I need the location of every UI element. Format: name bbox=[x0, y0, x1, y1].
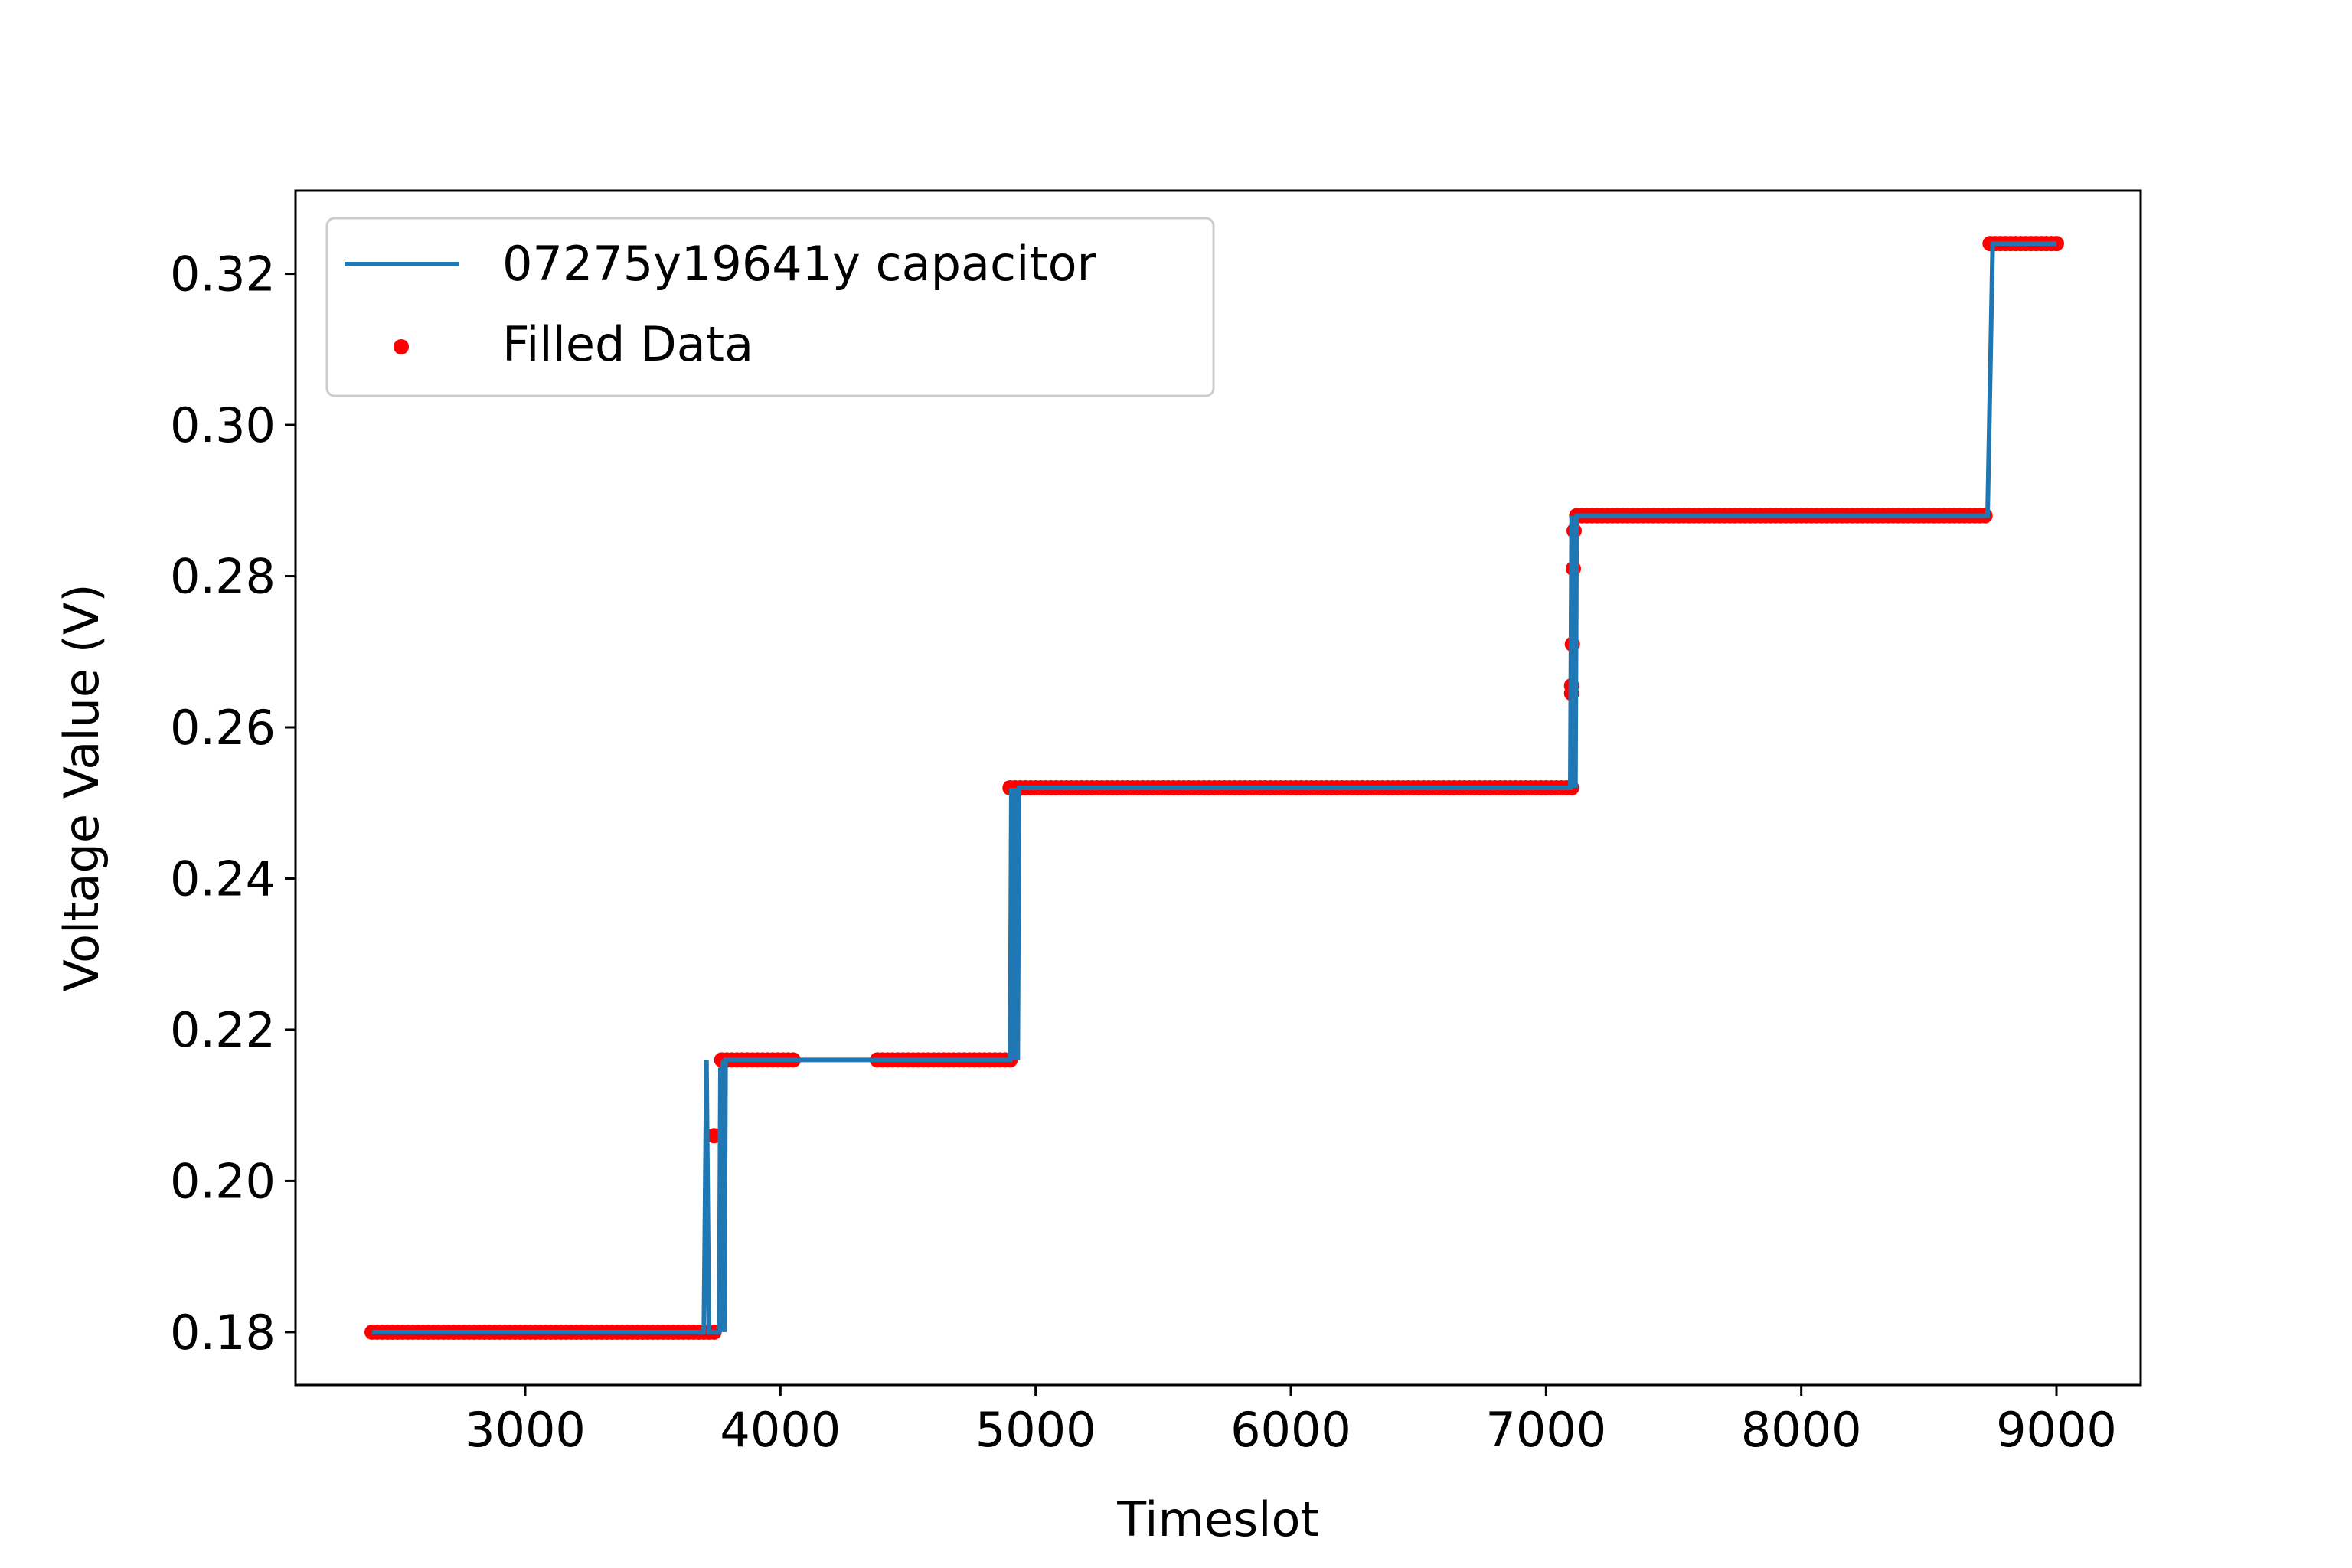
x-tick-label: 7000 bbox=[1485, 1402, 1606, 1458]
line-series-capacitor bbox=[372, 241, 2056, 1334]
y-tick-label: 0.26 bbox=[170, 700, 276, 756]
x-tick-label: 8000 bbox=[1741, 1402, 1862, 1458]
y-axis-label: Voltage Value (V) bbox=[54, 583, 109, 991]
y-tick-label: 0.22 bbox=[170, 1002, 276, 1058]
y-tick-label: 0.20 bbox=[170, 1153, 276, 1209]
y-tick-label: 0.28 bbox=[170, 549, 276, 605]
x-tick-label: 3000 bbox=[465, 1402, 586, 1458]
legend-label-line: 07275y19641y capacitor bbox=[502, 236, 1097, 292]
plot-frame bbox=[294, 189, 2142, 1387]
x-tick-label: 6000 bbox=[1230, 1402, 1351, 1458]
x-tick-label: 4000 bbox=[720, 1402, 841, 1458]
x-axis-ticks: 3000 4000 5000 6000 7000 8000 9000 bbox=[465, 1385, 2117, 1458]
legend: 07275y19641y capacitor Filled Data bbox=[325, 217, 1215, 397]
y-tick-label: 0.30 bbox=[170, 397, 276, 453]
x-tick-label: 9000 bbox=[1996, 1402, 2117, 1458]
y-axis-ticks: 0.18 0.20 0.22 0.24 0.26 0.28 0.30 0.32 bbox=[170, 247, 296, 1361]
legend-dot-swatch bbox=[394, 339, 409, 354]
y-tick-label: 0.24 bbox=[170, 851, 276, 906]
y-tick-label: 0.32 bbox=[170, 247, 276, 302]
x-axis-label: Timeslot bbox=[1116, 1491, 1319, 1547]
x-tick-label: 5000 bbox=[975, 1402, 1096, 1458]
legend-box bbox=[325, 217, 1215, 397]
legend-label-scatter: Filled Data bbox=[502, 316, 753, 372]
y-tick-label: 0.18 bbox=[170, 1305, 276, 1361]
plot-marks bbox=[364, 236, 2064, 1340]
